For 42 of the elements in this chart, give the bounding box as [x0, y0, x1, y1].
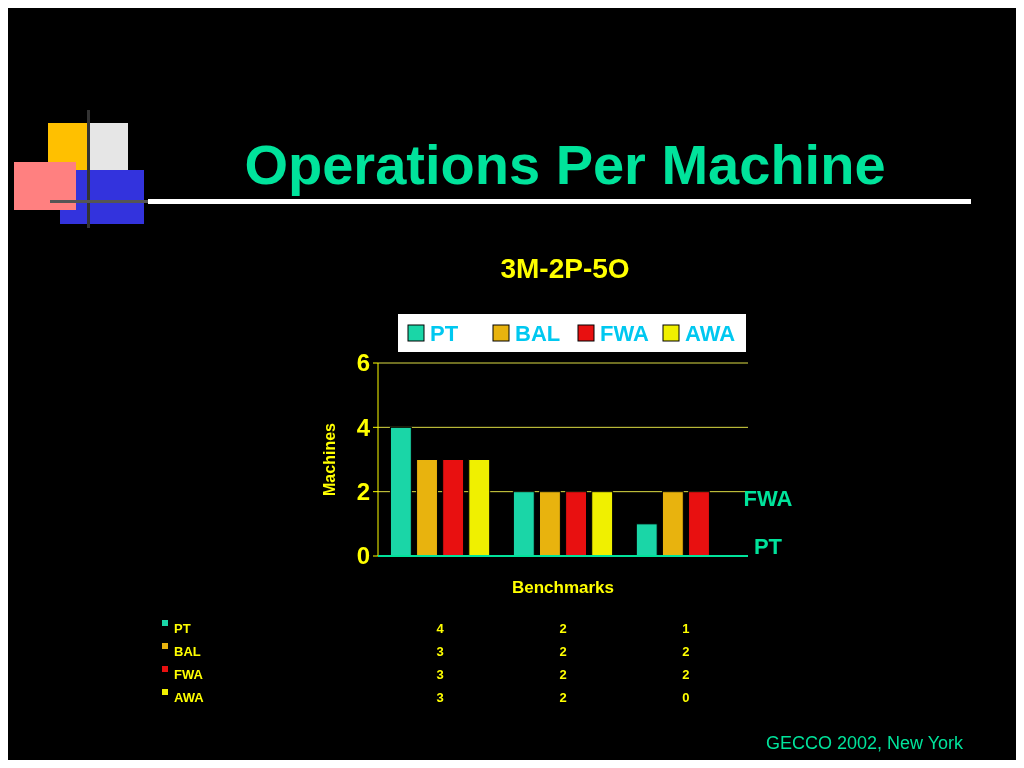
chart-subtitle: 3M-2P-5O [500, 253, 630, 284]
bar [442, 459, 465, 557]
bar [538, 491, 561, 557]
bar [468, 459, 491, 557]
legend-label: BAL [515, 321, 561, 346]
data-label: 3 [436, 643, 444, 659]
text: BAL [174, 643, 201, 659]
bar [416, 459, 438, 557]
legend-label: AWA [685, 321, 736, 346]
data-label: 3 [436, 689, 444, 705]
text: PT [174, 620, 191, 636]
y-tick-label: 6 [356, 349, 370, 377]
data-label: 2 [559, 620, 567, 636]
data-label: 2 [559, 643, 567, 659]
data-label: 0 [682, 689, 690, 705]
text: PT [753, 534, 783, 559]
data-label: 4 [436, 620, 445, 636]
data-label: 1 [682, 620, 690, 636]
legend-label: FWA [600, 321, 649, 346]
y-tick-label: 0 [356, 542, 370, 570]
text: GECCO 2002, New York [765, 733, 964, 753]
bar [688, 491, 710, 557]
annotation: FWA [743, 486, 793, 511]
bar [565, 491, 588, 557]
data-label: 2 [559, 666, 567, 682]
bar [591, 491, 614, 557]
data-label: 3 [436, 666, 444, 682]
bar [512, 491, 535, 557]
bar [661, 491, 684, 557]
y-tick-label: 4 [356, 413, 371, 441]
chart-title: Operations Per Machine [244, 133, 886, 196]
text: AWA [174, 689, 204, 705]
bar [389, 426, 412, 557]
bar [635, 523, 658, 557]
data-label: 2 [682, 666, 690, 682]
data-label: 2 [559, 689, 567, 705]
y-tick-label: 2 [356, 478, 370, 506]
text: FWA [174, 666, 203, 682]
y-axis-title: Machines [321, 422, 338, 496]
data-label: 2 [682, 643, 690, 659]
x-axis-title: Benchmarks [511, 578, 615, 597]
legend-label: PT [430, 321, 459, 346]
